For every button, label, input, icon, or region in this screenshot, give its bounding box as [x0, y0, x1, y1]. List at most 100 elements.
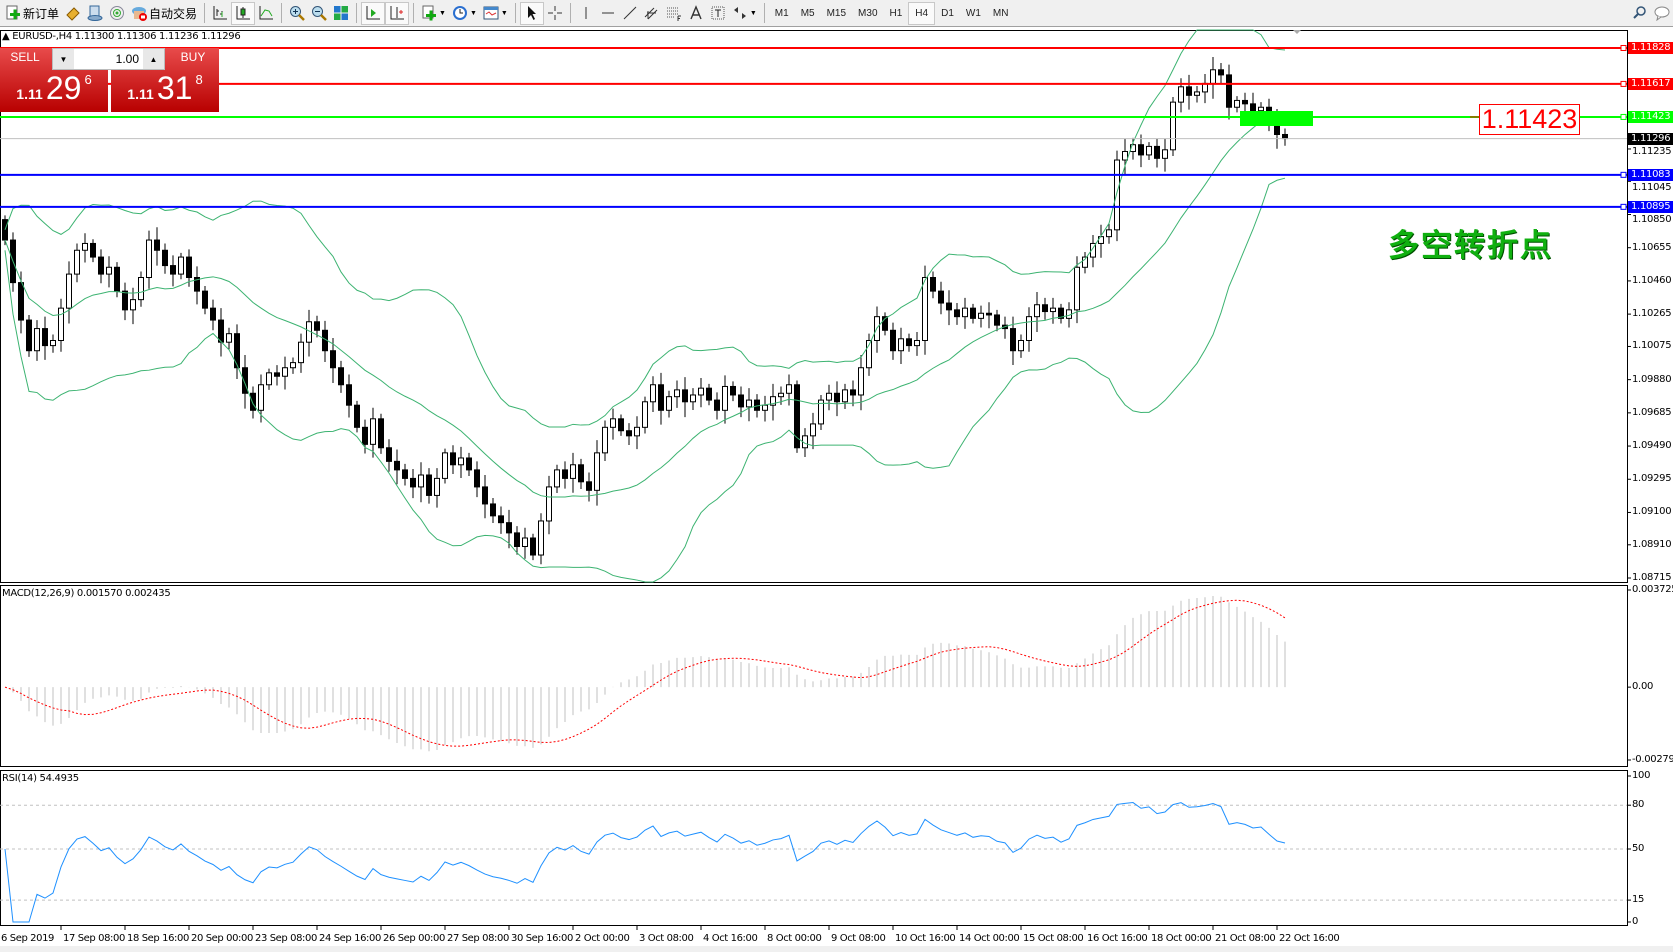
- chat-button[interactable]: [1651, 2, 1673, 25]
- lot-decrease-button[interactable]: ▼: [53, 49, 74, 69]
- time-label: 23 Sep 08:00: [255, 933, 317, 944]
- search-button[interactable]: [1629, 2, 1651, 25]
- timeframe-h4[interactable]: H4: [908, 1, 936, 25]
- bull-candle: [1050, 307, 1056, 313]
- timeframe-m1[interactable]: M1: [774, 7, 789, 19]
- macd-signal-line: [4, 599, 1286, 747]
- bear-candle: [218, 319, 224, 343]
- pivot-annotation-text[interactable]: 多空转折点: [1388, 228, 1553, 264]
- bull-candle: [1106, 229, 1112, 238]
- dropdown-arrow-icon: ▼: [749, 9, 757, 17]
- macd-label: MACD(12,26,9) 0.001570 0.002435: [2, 588, 171, 599]
- cursor-tool[interactable]: [519, 1, 544, 25]
- timeframe-m15[interactable]: M15: [826, 7, 847, 19]
- bull-candle: [146, 239, 152, 279]
- bull-candle: [898, 338, 904, 352]
- horizontal-line-tool[interactable]: [597, 2, 619, 25]
- bear-candle: [578, 464, 584, 483]
- bear-candle: [1042, 304, 1048, 313]
- buy-price: 1.11 31 8: [111, 70, 219, 107]
- time-label: 27 Sep 08:00: [447, 933, 509, 944]
- price-line-label[interactable]: 1.11083: [1628, 168, 1673, 181]
- crosshair-tool[interactable]: [544, 2, 566, 25]
- zoom-in-button[interactable]: [286, 2, 308, 25]
- price-tick-label: 1.09880: [1632, 373, 1672, 385]
- bull-candle: [634, 426, 640, 437]
- bear-candle: [626, 430, 632, 437]
- time-label: 16 Oct 16:00: [1087, 933, 1148, 944]
- price-annotation-label[interactable]: 1.11423: [1479, 104, 1580, 135]
- zoom-out-button[interactable]: [308, 2, 330, 25]
- timeframe-m30[interactable]: M30: [858, 7, 878, 19]
- bear-candle: [314, 321, 320, 331]
- periods-button[interactable]: ▼: [449, 2, 480, 25]
- auto-scroll-icon: [365, 5, 381, 21]
- indicators-button[interactable]: ▼: [418, 2, 449, 25]
- bull-candle: [1114, 159, 1120, 231]
- timeframe-h1[interactable]: H1: [889, 7, 903, 19]
- signal-icon: [109, 5, 125, 21]
- timeframe-d1[interactable]: D1: [941, 7, 954, 19]
- text-icon: [688, 5, 704, 21]
- rsi-tick-label: 50: [1632, 843, 1645, 854]
- bull-candle: [922, 277, 928, 341]
- horizontal-line-icon: [600, 5, 616, 21]
- price-line-label[interactable]: 1.11296: [1628, 132, 1673, 145]
- line-chart-button[interactable]: [255, 2, 277, 25]
- timeframe-m5[interactable]: M5: [800, 7, 815, 19]
- time-label: 17 Sep 08:00: [63, 933, 125, 944]
- auto-trading-button[interactable]: 自动交易: [128, 2, 200, 25]
- bear-candle: [154, 239, 160, 251]
- bar-chart-button[interactable]: [209, 2, 231, 25]
- chart-window[interactable]: [0, 27, 1673, 925]
- bear-candle: [994, 314, 1000, 326]
- zoom-out-icon: [311, 5, 327, 21]
- lot-size-stepper[interactable]: ▼ 1.00 ▲: [52, 48, 165, 70]
- price-tick-label: 1.10075: [1632, 340, 1672, 352]
- time-label: 18 Sep 16:00: [127, 933, 189, 944]
- fibonacci-tool[interactable]: [663, 2, 685, 25]
- bear-candle: [1058, 307, 1064, 319]
- lot-size-input[interactable]: 1.00: [74, 49, 143, 69]
- collapse-triangle-icon[interactable]: ▲: [2, 31, 10, 42]
- navigator-button[interactable]: [106, 2, 128, 25]
- line-handle: [1620, 113, 1627, 120]
- text-label-tool[interactable]: [707, 2, 729, 25]
- chart-shift-button[interactable]: [385, 1, 410, 25]
- market-watch-button[interactable]: [62, 2, 84, 25]
- price-line-label[interactable]: 1.11423: [1628, 110, 1673, 123]
- arrows-tool[interactable]: ▼: [729, 2, 760, 25]
- bull-candle: [842, 389, 848, 403]
- bull-candle: [522, 537, 528, 548]
- templates-button[interactable]: ▼: [480, 2, 511, 25]
- bear-candle: [26, 319, 32, 352]
- equidistant-channel-tool[interactable]: [641, 2, 663, 25]
- data-window-button[interactable]: [84, 2, 106, 25]
- bear-candle: [930, 277, 936, 292]
- tile-windows-button[interactable]: [330, 2, 352, 25]
- one-click-trading-panel: SELL 1.11 29 6 BUY 1.11 31 8 ▼ 1.00 ▲: [0, 48, 219, 112]
- timeframe-mn[interactable]: MN: [992, 7, 1009, 19]
- new-order-button[interactable]: 新订单: [2, 2, 62, 25]
- bear-candle: [18, 282, 24, 321]
- price-line-label[interactable]: 1.11828: [1628, 42, 1673, 54]
- price-tick-label: 1.10655: [1632, 241, 1672, 253]
- time-label: 14 Oct 00:00: [959, 933, 1020, 944]
- price-line-label[interactable]: 1.11617: [1628, 77, 1673, 90]
- vertical-line-tool[interactable]: [575, 2, 597, 25]
- text-tool[interactable]: [685, 2, 707, 25]
- zoom-in-icon: [289, 5, 305, 21]
- bear-candle: [1186, 86, 1192, 96]
- bear-candle: [114, 266, 120, 292]
- lot-increase-button[interactable]: ▲: [143, 49, 164, 69]
- auto-scroll-button[interactable]: [361, 1, 386, 25]
- bear-candle: [378, 418, 384, 449]
- price-tick-label: 1.09685: [1632, 406, 1672, 418]
- candlestick-chart-button[interactable]: [231, 1, 256, 25]
- bear-candle: [410, 477, 416, 488]
- cursor-icon: [524, 5, 540, 21]
- price-line-label[interactable]: 1.10895: [1628, 200, 1673, 213]
- trendline-tool[interactable]: [619, 2, 641, 25]
- timeframe-w1[interactable]: W1: [965, 7, 981, 19]
